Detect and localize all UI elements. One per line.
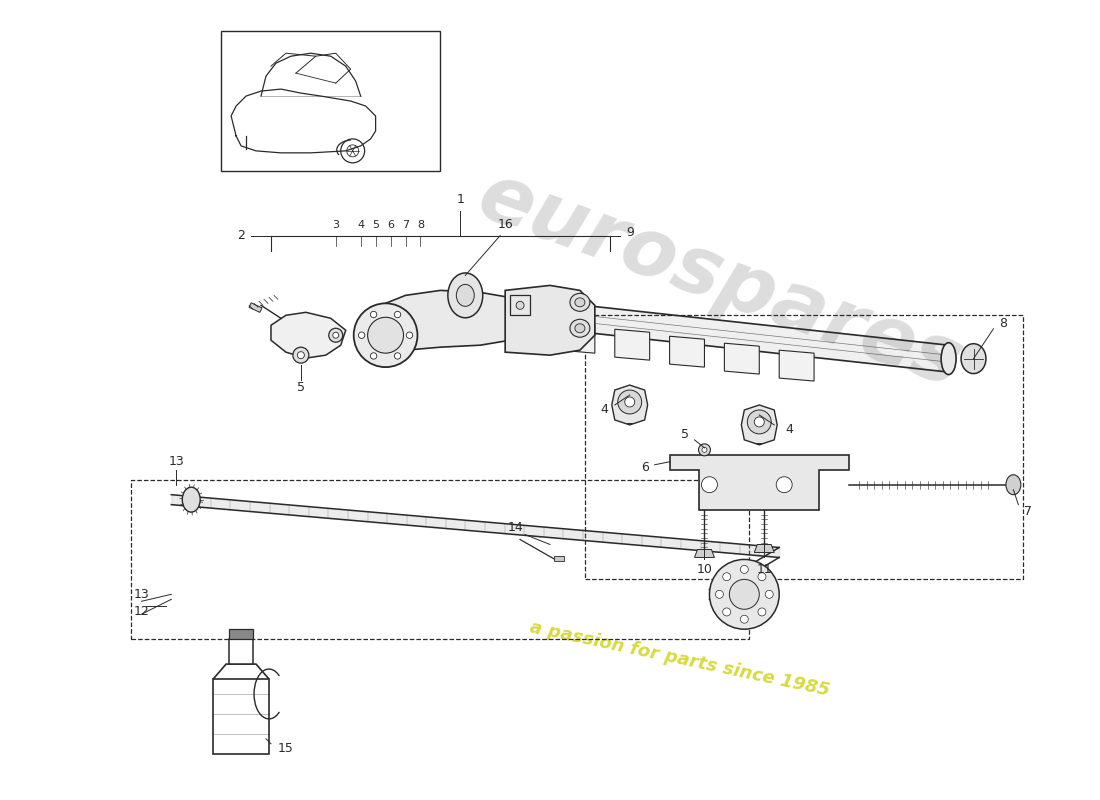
Polygon shape bbox=[670, 455, 849, 510]
Circle shape bbox=[371, 311, 377, 318]
Circle shape bbox=[618, 390, 641, 414]
Bar bbox=[213, 679, 270, 754]
Polygon shape bbox=[365, 290, 530, 365]
Circle shape bbox=[297, 352, 305, 358]
Circle shape bbox=[333, 332, 339, 338]
Text: 9: 9 bbox=[626, 226, 634, 239]
Text: 5: 5 bbox=[372, 219, 379, 230]
Circle shape bbox=[729, 579, 759, 610]
Text: a passion for parts since 1985: a passion for parts since 1985 bbox=[528, 618, 832, 700]
Circle shape bbox=[406, 332, 412, 338]
Text: 4: 4 bbox=[785, 423, 793, 436]
Bar bbox=[554, 557, 564, 562]
Polygon shape bbox=[741, 405, 778, 445]
Text: 2: 2 bbox=[238, 229, 245, 242]
Polygon shape bbox=[779, 350, 814, 381]
Text: 4: 4 bbox=[601, 403, 608, 417]
Text: 5: 5 bbox=[297, 381, 305, 394]
Polygon shape bbox=[725, 343, 759, 374]
Polygon shape bbox=[560, 322, 595, 353]
Ellipse shape bbox=[575, 324, 585, 333]
Bar bbox=[221, 31, 440, 170]
Circle shape bbox=[354, 303, 418, 367]
Circle shape bbox=[777, 477, 792, 493]
Circle shape bbox=[758, 573, 766, 581]
Polygon shape bbox=[755, 545, 774, 553]
Text: 13: 13 bbox=[133, 588, 150, 601]
Bar bbox=[249, 303, 262, 312]
Circle shape bbox=[359, 332, 365, 338]
Text: 7: 7 bbox=[1024, 505, 1032, 518]
Circle shape bbox=[755, 417, 764, 427]
Polygon shape bbox=[694, 550, 714, 558]
Bar bbox=[229, 630, 253, 639]
Text: 4: 4 bbox=[358, 219, 364, 230]
Text: 7: 7 bbox=[402, 219, 409, 230]
Circle shape bbox=[367, 318, 404, 353]
Text: 1: 1 bbox=[456, 193, 464, 206]
Circle shape bbox=[625, 397, 635, 407]
Text: 5: 5 bbox=[681, 428, 689, 442]
Circle shape bbox=[758, 608, 766, 616]
Polygon shape bbox=[612, 385, 648, 425]
Bar bbox=[229, 639, 253, 664]
Polygon shape bbox=[670, 336, 704, 367]
Circle shape bbox=[394, 353, 400, 359]
Bar bbox=[510, 295, 530, 315]
Bar bbox=[585, 315, 1023, 579]
Ellipse shape bbox=[448, 273, 483, 318]
Circle shape bbox=[710, 559, 779, 630]
Text: 12: 12 bbox=[133, 605, 150, 618]
Circle shape bbox=[766, 590, 773, 598]
Text: 15: 15 bbox=[278, 742, 294, 755]
Polygon shape bbox=[271, 312, 345, 358]
Circle shape bbox=[740, 615, 748, 623]
Text: 8: 8 bbox=[1000, 318, 1008, 330]
Circle shape bbox=[747, 410, 771, 434]
Circle shape bbox=[723, 608, 730, 616]
Polygon shape bbox=[615, 330, 650, 360]
Text: 8: 8 bbox=[417, 219, 424, 230]
Ellipse shape bbox=[570, 319, 590, 338]
Text: 3: 3 bbox=[332, 219, 339, 230]
Ellipse shape bbox=[456, 285, 474, 306]
Circle shape bbox=[516, 302, 524, 310]
Ellipse shape bbox=[183, 487, 200, 512]
Circle shape bbox=[715, 590, 724, 598]
Circle shape bbox=[329, 328, 343, 342]
Text: 16: 16 bbox=[497, 218, 513, 230]
Circle shape bbox=[293, 347, 309, 363]
Text: 10: 10 bbox=[696, 563, 713, 576]
Polygon shape bbox=[505, 286, 595, 355]
Circle shape bbox=[702, 447, 707, 452]
Ellipse shape bbox=[575, 298, 585, 307]
Ellipse shape bbox=[942, 342, 956, 374]
Text: 13: 13 bbox=[168, 455, 184, 468]
Ellipse shape bbox=[1005, 474, 1021, 494]
Circle shape bbox=[371, 353, 377, 359]
Text: eurospares: eurospares bbox=[466, 157, 972, 404]
Circle shape bbox=[394, 311, 400, 318]
Circle shape bbox=[698, 444, 711, 456]
Text: 6: 6 bbox=[640, 462, 649, 474]
Circle shape bbox=[740, 566, 748, 574]
Ellipse shape bbox=[961, 344, 986, 374]
Ellipse shape bbox=[570, 294, 590, 311]
Text: 11: 11 bbox=[757, 563, 772, 576]
Text: 14: 14 bbox=[507, 521, 522, 534]
Text: 6: 6 bbox=[387, 219, 394, 230]
Bar bbox=[132, 480, 749, 639]
Circle shape bbox=[702, 477, 717, 493]
Circle shape bbox=[723, 573, 730, 581]
